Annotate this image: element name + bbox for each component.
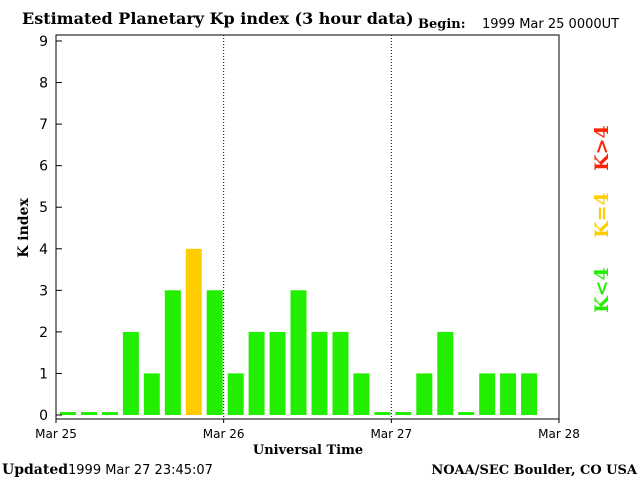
kp-bar — [227, 373, 244, 415]
kp-bar — [521, 373, 538, 415]
begin-value: 1999 Mar 25 0000UT — [482, 17, 619, 32]
y-tick-label: 4 — [39, 242, 48, 258]
kp-bar — [185, 248, 202, 415]
kp-bar — [353, 373, 370, 415]
kp-bar — [500, 373, 517, 415]
y-tick-label: 2 — [39, 325, 48, 341]
y-axis-label: K index — [16, 198, 32, 258]
kp-bar — [164, 290, 181, 415]
legend-k-greater-4: K>4 — [591, 125, 613, 171]
kp-bar — [290, 290, 307, 415]
x-tick-label: Mar 27 — [370, 427, 412, 441]
y-tick-label: 9 — [39, 34, 48, 50]
x-tick-label: Mar 26 — [203, 427, 245, 441]
y-tick-label: 5 — [39, 200, 48, 216]
x-tick-label: Mar 25 — [35, 427, 77, 441]
updated-label: Updated — [2, 462, 68, 478]
day-separators — [223, 35, 392, 419]
y-tick-label: 7 — [39, 117, 48, 133]
updated-value: 1999 Mar 27 23:45:07 — [68, 463, 213, 478]
kp-bar — [332, 331, 349, 415]
y-tick-label: 6 — [39, 159, 48, 175]
x-axis-label: Universal Time — [253, 443, 363, 458]
kp-bar — [374, 412, 391, 415]
kp-bar — [416, 373, 433, 415]
x-axis-ticks: Mar 25 Mar 26 Mar 27 Mar 28 — [35, 419, 580, 441]
plot-frame — [55, 34, 560, 420]
kp-bar — [437, 331, 454, 415]
y-tick-label: 8 — [39, 76, 48, 92]
chart-title: Estimated Planetary Kp index (3 hour dat… — [22, 9, 414, 28]
y-tick-label: 3 — [39, 283, 48, 299]
kp-bar — [101, 412, 118, 415]
kp-bar — [311, 331, 328, 415]
kp-bar — [479, 373, 496, 415]
x-tick-label: Mar 28 — [538, 427, 580, 441]
y-tick-label: 1 — [39, 366, 48, 382]
kp-bar — [395, 412, 412, 415]
y-tick-label: 0 — [39, 408, 48, 424]
kp-bar — [60, 412, 76, 415]
kp-bar — [269, 331, 286, 415]
bars — [60, 248, 538, 415]
kp-bar — [122, 331, 139, 415]
kp-bar — [206, 290, 223, 415]
kp-bar — [248, 331, 265, 415]
begin-label: Begin: — [418, 17, 466, 32]
kp-bar — [458, 412, 475, 415]
kp-bar — [143, 373, 160, 415]
legend-k-equal-4: K=4 — [591, 192, 613, 238]
kp-bar — [81, 412, 97, 415]
legend-k-less-4: K<4 — [591, 267, 613, 313]
y-axis-ticks: 0 1 2 3 4 5 6 7 8 9 — [39, 34, 62, 424]
credit: NOAA/SEC Boulder, CO USA — [431, 463, 638, 478]
